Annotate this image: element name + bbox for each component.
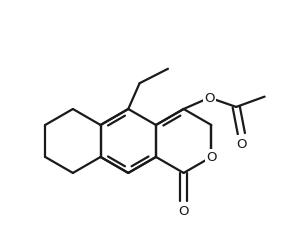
- Text: O: O: [236, 137, 247, 150]
- Text: O: O: [178, 204, 189, 217]
- Text: O: O: [206, 151, 217, 164]
- Text: O: O: [204, 92, 215, 105]
